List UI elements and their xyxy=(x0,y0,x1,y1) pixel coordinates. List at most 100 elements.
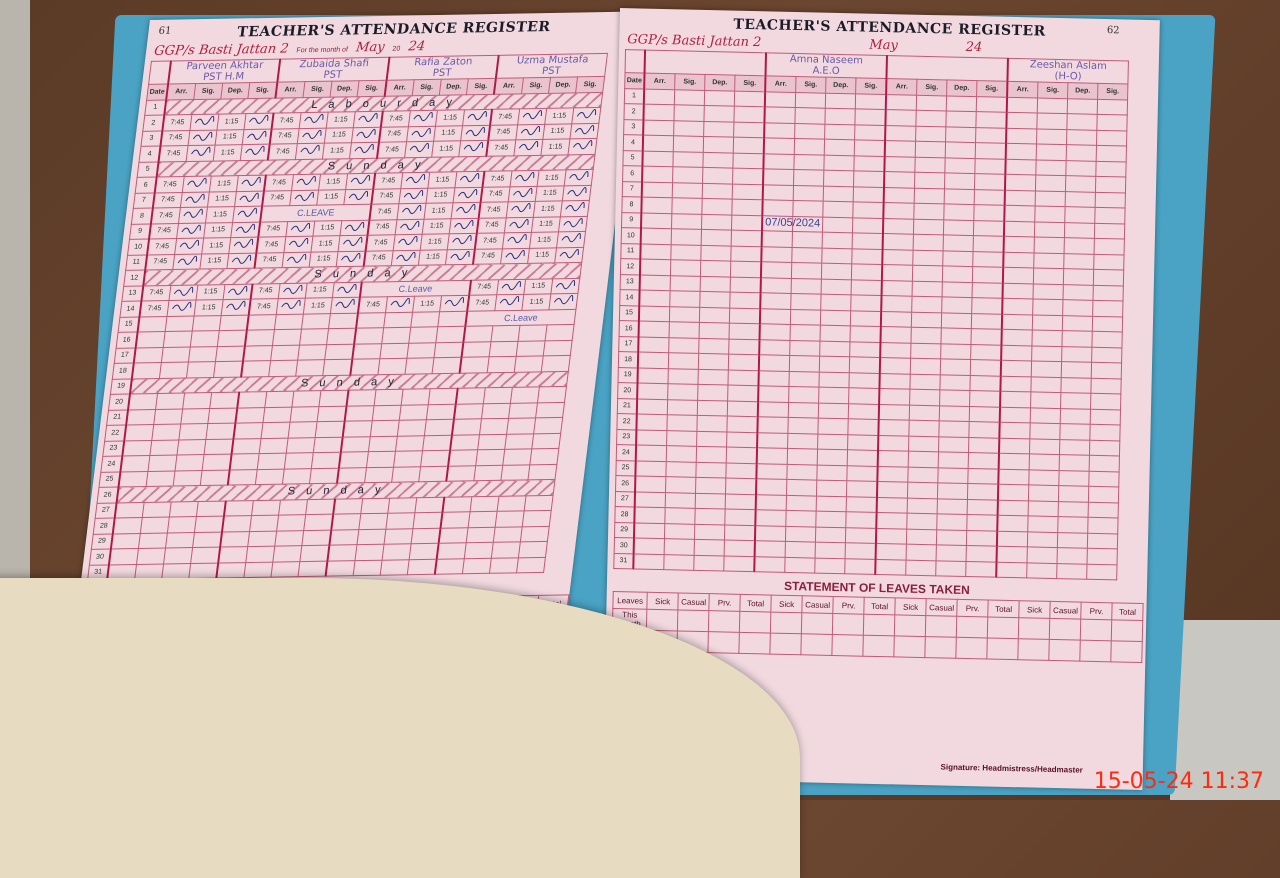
attendance-cell xyxy=(844,558,876,575)
attendance-cell xyxy=(907,497,938,514)
attendance-cell xyxy=(1061,346,1092,363)
attendance-cell xyxy=(666,430,697,447)
attendance-cell xyxy=(228,237,259,254)
attendance-cell xyxy=(309,467,339,484)
attendance-cell xyxy=(726,431,758,448)
attendance-cell: 1:15 xyxy=(544,107,574,124)
attendance-cell xyxy=(1004,205,1036,222)
attendance-cell xyxy=(350,358,380,375)
attendance-cell xyxy=(643,104,675,121)
attendance-cell xyxy=(477,433,507,450)
day-number: 24 xyxy=(616,444,637,461)
attendance-cell xyxy=(694,508,726,525)
attendance-cell xyxy=(163,547,193,564)
attendance-cell xyxy=(262,406,292,423)
attendance-cell: 1:15 xyxy=(527,247,557,264)
attendance-cell xyxy=(639,290,671,307)
signature-mark xyxy=(452,235,472,245)
signature-mark xyxy=(241,176,261,187)
attendance-cell xyxy=(790,324,821,341)
attendance-cell xyxy=(1028,484,1059,502)
attendance-cell xyxy=(1001,344,1032,361)
attendance-cell xyxy=(1034,205,1066,223)
attendance-cell xyxy=(884,140,916,157)
attendance-cell xyxy=(331,513,361,530)
attendance-cell: 7:45 xyxy=(160,130,190,147)
attendance-cell xyxy=(636,413,668,431)
attendance-cell xyxy=(640,228,672,245)
attendance-cell xyxy=(516,340,546,357)
attendance-cell xyxy=(755,494,787,511)
attendance-cell: 7:45 xyxy=(467,294,497,311)
leave-cell xyxy=(646,609,678,631)
attendance-cell xyxy=(883,187,915,204)
leave-cell xyxy=(1049,618,1081,641)
column-header: Arr. xyxy=(166,83,196,100)
attendance-cell xyxy=(529,448,559,465)
leave-cell xyxy=(739,611,771,634)
day-number: 4 xyxy=(623,134,644,151)
attendance-cell xyxy=(642,150,674,167)
signature-label: Signature: Headmistress/Headmaster xyxy=(940,762,1083,775)
holiday-label: S u n d a y xyxy=(286,484,386,498)
attendance-cell: 1:15 xyxy=(207,191,237,208)
attendance-cell xyxy=(459,356,490,373)
attendance-cell xyxy=(406,125,436,142)
attendance-cell: 7:45 xyxy=(147,238,177,255)
attendance-cell xyxy=(1094,222,1125,240)
attendance-cell xyxy=(787,417,819,434)
attendance-cell xyxy=(533,417,563,434)
attendance-cell xyxy=(1029,422,1061,440)
column-header: Sig. xyxy=(734,75,766,92)
attendance-cell xyxy=(1095,176,1126,193)
leave-cell xyxy=(955,637,988,659)
attendance-cell xyxy=(190,547,221,564)
attendance-cell xyxy=(815,542,846,559)
attendance-cell: 7:45 xyxy=(380,110,411,127)
column-header: Sig. xyxy=(1037,82,1068,99)
signature-mark xyxy=(294,191,314,201)
attendance-cell xyxy=(259,437,289,454)
attendance-cell: 7:45 xyxy=(258,221,288,238)
attendance-cell: 1:15 xyxy=(418,249,448,266)
attendance-cell xyxy=(702,182,733,200)
attendance-cell xyxy=(147,455,177,471)
attendance-cell xyxy=(1000,360,1032,377)
attendance-cell: 7:45 xyxy=(490,108,520,125)
day-number: 18 xyxy=(618,351,639,368)
attendance-cell xyxy=(789,339,821,357)
name-label-cell xyxy=(625,49,646,74)
attendance-cell xyxy=(824,123,855,140)
attendance-cell xyxy=(1066,113,1098,130)
signature-mark xyxy=(179,239,199,250)
attendance-cell xyxy=(695,461,727,479)
signature-mark xyxy=(231,254,252,264)
attendance-cell xyxy=(640,243,672,260)
signature-mark xyxy=(181,224,201,234)
attendance-cell xyxy=(909,404,940,421)
attendance-cell xyxy=(510,386,540,403)
attendance-cell: 7:45 xyxy=(154,176,185,193)
attendance-cell xyxy=(500,247,530,264)
attendance-cell xyxy=(726,416,758,433)
attendance-cell xyxy=(846,480,878,497)
column-header: Dep. xyxy=(330,80,360,97)
signature-mark xyxy=(515,172,535,182)
attendance-cell xyxy=(633,537,665,555)
attendance-cell xyxy=(1060,392,1091,409)
teacher-name xyxy=(646,51,765,54)
day-number: 20 xyxy=(617,382,638,399)
day-number: 11 xyxy=(125,254,148,271)
attendance-cell xyxy=(639,259,671,276)
attendance-cell xyxy=(200,469,230,486)
attendance-cell xyxy=(205,423,236,440)
signature-mark xyxy=(183,208,203,219)
attendance-cell xyxy=(243,561,273,578)
attendance-cell: 1:15 xyxy=(326,111,356,128)
attendance-cell xyxy=(729,292,761,309)
attendance-cell xyxy=(756,447,788,464)
attendance-cell xyxy=(942,265,973,283)
attendance-cell xyxy=(968,421,1000,438)
signature-mark xyxy=(450,250,470,260)
attendance-cell xyxy=(1067,98,1098,115)
